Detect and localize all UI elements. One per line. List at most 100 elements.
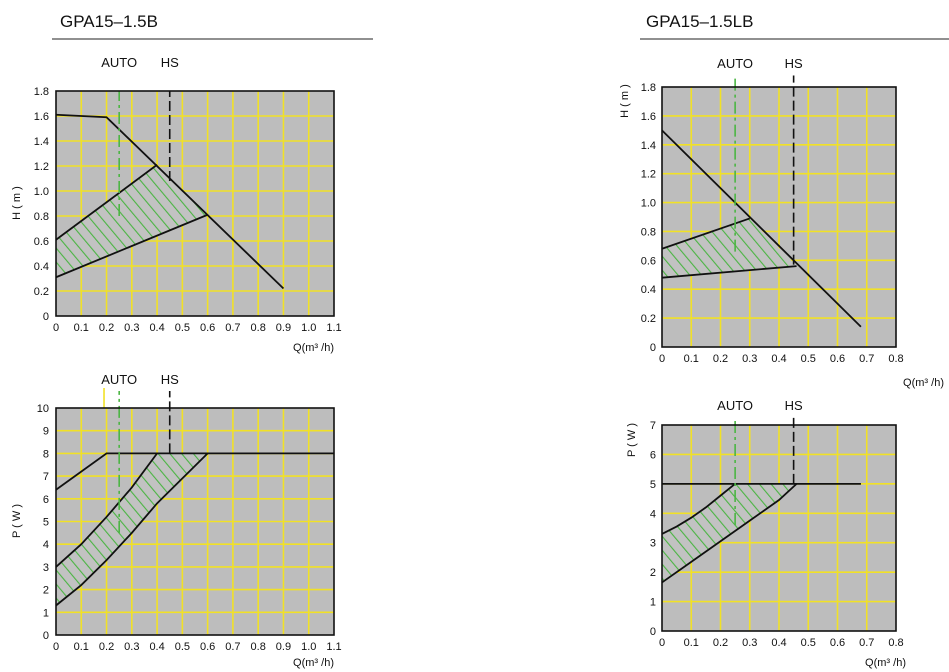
x-tick-label: 0.9 — [276, 322, 291, 334]
x-tick-label: 0 — [659, 637, 665, 649]
y-axis-label: P ( W ) — [11, 504, 23, 538]
x-tick-label: 0.2 — [99, 641, 114, 653]
head-chart-gpa15-1-5lb: AUTO HS 0 0.1 0.2 0.3 0.4 0.5 0.6 0.7 0.8 0 0.2 0.4 0.… — [619, 56, 944, 389]
head-chart-gpa15-1-5b: AUTO HS 0 0.1 0.2 0.3 0.4 0.5 0.6 0.7 0.8 0.9 1.0 1.1… — [11, 55, 342, 354]
y-tick-label: 6 — [650, 449, 656, 461]
x-axis-label: Q(m³ /h) — [293, 657, 334, 669]
y-tick-label: 1.4 — [34, 136, 49, 148]
auto-marker-label: AUTO — [717, 398, 753, 413]
auto-marker-label: AUTO — [101, 372, 137, 387]
y-tick-label: 1.6 — [641, 111, 656, 123]
hatched-operating-region — [56, 164, 208, 278]
y-tick-label: 0 — [43, 311, 49, 323]
performance-curve-2 — [55, 452, 158, 568]
y-tick-label: 1.6 — [34, 111, 49, 123]
x-tick-label: 1.0 — [301, 322, 316, 334]
x-tick-label: 0.4 — [771, 353, 786, 365]
x-tick-label: 0.8 — [251, 322, 266, 334]
y-tick-label: 1.0 — [34, 186, 49, 198]
auto-marker-label: AUTO — [101, 55, 137, 70]
hs-marker-label: HS — [785, 56, 803, 71]
x-axis-label: Q(m³ /h) — [903, 377, 944, 389]
model-title-left: GPA15–1.5B — [60, 12, 158, 31]
x-tick-label: 0.4 — [149, 641, 164, 653]
performance-curve-3 — [661, 483, 798, 584]
x-tick-label: 0.9 — [276, 641, 291, 653]
y-tick-label: 1.2 — [34, 161, 49, 173]
x-tick-label: 0.7 — [859, 637, 874, 649]
x-axis-label: Q(m³ /h) — [865, 657, 906, 669]
y-tick-label: 2 — [650, 567, 656, 579]
hs-marker-label: HS — [161, 372, 179, 387]
performance-curve-2 — [661, 483, 736, 535]
y-tick-label: 1.0 — [641, 198, 656, 210]
x-tick-label: 0.6 — [830, 637, 845, 649]
performance-curve-1 — [55, 113, 285, 290]
y-tick-label: 9 — [43, 426, 49, 438]
auto-marker-label: AUTO — [717, 56, 753, 71]
y-tick-label: 1.8 — [34, 86, 49, 98]
hs-marker-label: HS — [785, 398, 803, 413]
y-tick-label: 1 — [650, 597, 656, 609]
x-tick-label: 0.8 — [888, 353, 903, 365]
performance-curve-3 — [55, 452, 209, 607]
hatched-operating-region — [56, 453, 208, 606]
plot-frame — [661, 424, 897, 632]
x-tick-label: 0.5 — [801, 353, 816, 365]
x-tick-label: 0.1 — [684, 353, 699, 365]
x-axis-label: Q(m³ /h) — [293, 342, 334, 354]
y-tick-label: 5 — [650, 479, 656, 491]
y-tick-label: 3 — [650, 538, 656, 550]
y-tick-label: 0.2 — [34, 286, 49, 298]
y-tick-label: 0.4 — [641, 284, 656, 296]
y-tick-label: 4 — [43, 539, 49, 551]
x-tick-label: 0.6 — [830, 353, 845, 365]
y-tick-label: 1 — [43, 607, 49, 619]
x-tick-label: 0.7 — [225, 322, 240, 334]
y-tick-label: 0.4 — [34, 261, 49, 273]
x-tick-label: 1.1 — [326, 322, 341, 334]
y-tick-label: 7 — [650, 420, 656, 432]
performance-curve-3 — [661, 265, 797, 279]
x-tick-label: 0.8 — [251, 641, 266, 653]
x-tick-label: 0.8 — [888, 637, 903, 649]
power-chart-gpa15-1-5b: AUTO HS 0 0.1 0.2 0.3 0.4 0.5 0.6 0.7 0.8 0.9 1.0 1.1… — [11, 372, 342, 669]
plot-frame — [661, 86, 897, 348]
y-tick-label: 0.6 — [641, 255, 656, 267]
model-title-right: GPA15–1.5LB — [646, 12, 753, 31]
performance-curve-1 — [661, 129, 862, 328]
y-axis-label: H ( m ) — [619, 84, 631, 118]
y-tick-label: 3 — [43, 562, 49, 574]
y-tick-label: 0 — [650, 626, 656, 638]
plot-frame — [55, 407, 335, 636]
x-tick-label: 0.3 — [124, 322, 139, 334]
x-tick-label: 0.5 — [801, 637, 816, 649]
y-tick-label: 0.6 — [34, 236, 49, 248]
x-tick-label: 0.7 — [225, 641, 240, 653]
x-tick-label: 0 — [53, 322, 59, 334]
performance-curve-3 — [55, 213, 208, 279]
x-tick-label: 0.4 — [149, 322, 164, 334]
x-tick-label: 0.2 — [713, 353, 728, 365]
x-tick-label: 0.7 — [859, 353, 874, 365]
y-tick-label: 5 — [43, 517, 49, 529]
x-tick-label: 0.6 — [200, 641, 215, 653]
x-tick-label: 0.1 — [74, 322, 89, 334]
performance-curve-2 — [55, 164, 158, 241]
x-tick-label: 0.1 — [684, 637, 699, 649]
y-tick-label: 1.4 — [641, 140, 656, 152]
x-tick-label: 0.5 — [175, 641, 190, 653]
x-tick-label: 0.4 — [771, 637, 786, 649]
performance-curve-1 — [55, 452, 334, 491]
y-tick-label: 1.8 — [641, 82, 656, 94]
hs-marker-label: HS — [161, 55, 179, 70]
y-tick-label: 0 — [43, 630, 49, 642]
x-tick-label: 0.3 — [742, 637, 757, 649]
x-tick-label: 0.2 — [713, 637, 728, 649]
x-tick-label: 0.2 — [99, 322, 114, 334]
y-tick-label: 0.2 — [641, 313, 656, 325]
x-tick-label: 1.0 — [301, 641, 316, 653]
y-tick-label: 4 — [650, 508, 656, 520]
hatched-operating-region — [662, 218, 797, 278]
